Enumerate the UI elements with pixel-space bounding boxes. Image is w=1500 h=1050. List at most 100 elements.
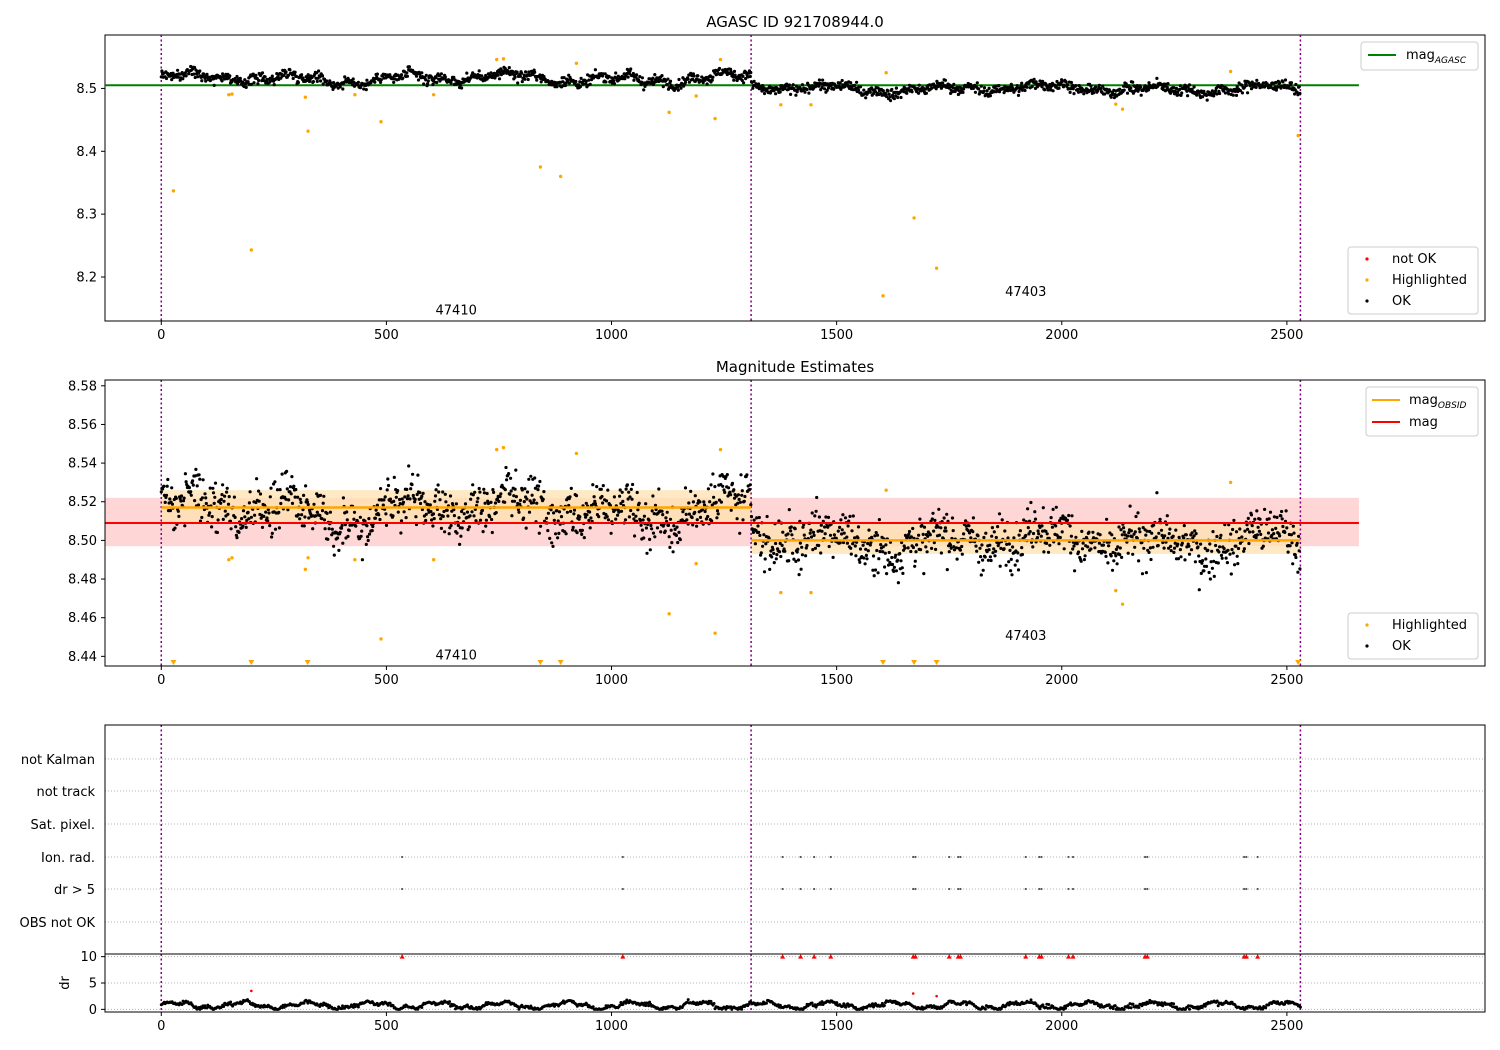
ok-point xyxy=(588,510,592,514)
flag-event-point xyxy=(948,887,951,891)
ok-point xyxy=(415,492,419,497)
ok-point xyxy=(1097,83,1101,87)
ok-point xyxy=(430,75,434,79)
ok-point xyxy=(373,80,377,84)
ok-point xyxy=(315,510,319,514)
ok-point xyxy=(535,501,539,505)
ok-point xyxy=(1187,83,1192,87)
ok-point xyxy=(627,515,632,519)
y-tick-label: 8.56 xyxy=(68,418,97,433)
ok-point xyxy=(1210,566,1214,570)
ok-point xyxy=(384,512,388,516)
flag-event-point xyxy=(1038,887,1041,891)
ok-point xyxy=(1015,559,1019,563)
ok-point xyxy=(1109,554,1113,558)
ok-point xyxy=(513,487,517,491)
ok-point xyxy=(649,523,653,528)
ok-point xyxy=(1294,82,1298,87)
flag-event-point xyxy=(912,887,915,891)
flag-event-point xyxy=(1071,855,1075,859)
ok-point xyxy=(535,78,539,82)
ok-point xyxy=(1069,534,1073,538)
ok-point xyxy=(499,492,503,496)
ok-point xyxy=(801,525,805,529)
ok-point xyxy=(934,87,938,91)
ok-point xyxy=(249,515,253,519)
ok-point xyxy=(183,472,187,476)
ok-point xyxy=(651,531,656,535)
x-tick-label: 2000 xyxy=(1045,1019,1078,1034)
ok-point xyxy=(876,571,880,575)
ok-point xyxy=(887,563,891,567)
ok-point xyxy=(841,540,846,545)
ok-point xyxy=(1161,540,1165,545)
ok-point xyxy=(714,500,718,504)
ok-point xyxy=(922,572,926,576)
ok-point xyxy=(434,76,438,80)
ok-point xyxy=(483,501,487,505)
ok-point xyxy=(1131,552,1135,556)
ok-point xyxy=(749,515,754,519)
ok-point xyxy=(823,87,827,91)
ok-point xyxy=(557,531,561,536)
ok-point xyxy=(1205,98,1209,102)
ok-point xyxy=(793,527,797,531)
ok-point xyxy=(921,532,925,537)
ok-point xyxy=(338,530,342,534)
ok-point xyxy=(988,94,993,98)
y-tick-label: 5 xyxy=(89,977,97,992)
ok-point xyxy=(950,516,955,520)
ok-point xyxy=(365,78,369,82)
ok-point xyxy=(1062,547,1066,551)
ok-point xyxy=(990,526,995,530)
ok-point xyxy=(431,82,435,87)
ok-point xyxy=(443,492,447,496)
ok-point xyxy=(1231,93,1235,97)
ok-point xyxy=(225,490,229,494)
ok-point xyxy=(1130,535,1134,539)
ok-point xyxy=(1152,523,1156,527)
ok-point xyxy=(293,495,297,499)
y-tick-label: 8.46 xyxy=(68,611,97,626)
ok-point xyxy=(1006,536,1010,540)
ok-point xyxy=(1020,546,1024,550)
ok-point xyxy=(324,79,329,83)
ok-point xyxy=(491,488,495,492)
ok-point xyxy=(1234,93,1239,97)
ok-point xyxy=(1283,78,1288,82)
ok-point xyxy=(975,81,979,85)
ok-point xyxy=(392,475,396,479)
legend-mag-label: mag xyxy=(1409,415,1438,430)
ok-point xyxy=(817,84,821,88)
ok-point xyxy=(421,491,425,495)
ok-point xyxy=(1274,80,1278,85)
ok-point xyxy=(345,510,349,514)
ok-point xyxy=(396,73,400,77)
ok-point xyxy=(518,74,523,78)
ok-point xyxy=(1070,514,1074,518)
ok-point xyxy=(1180,541,1184,545)
dr-axis-label: dr xyxy=(58,976,73,990)
ok-point xyxy=(235,536,239,540)
ok-point xyxy=(285,469,289,473)
y-tick-label: 8.3 xyxy=(76,208,97,223)
ok-point xyxy=(838,541,842,545)
ok-point xyxy=(522,500,526,504)
ok-point xyxy=(1069,551,1073,555)
ok-point xyxy=(373,516,377,520)
ok-point xyxy=(504,465,508,470)
ok-point xyxy=(681,510,685,514)
ok-point xyxy=(291,76,295,81)
ok-point xyxy=(198,69,202,73)
ok-point xyxy=(1140,572,1145,576)
ok-point xyxy=(332,553,336,557)
y-tick-label: 8.50 xyxy=(68,534,97,549)
ok-point xyxy=(1214,89,1218,93)
ok-point xyxy=(287,498,291,502)
ok-point xyxy=(823,525,827,529)
ok-point xyxy=(994,84,998,88)
highlighted-point xyxy=(779,103,783,107)
ok-point xyxy=(1083,554,1087,558)
ok-point xyxy=(705,82,709,86)
dr-clipped-marker xyxy=(1066,954,1072,959)
